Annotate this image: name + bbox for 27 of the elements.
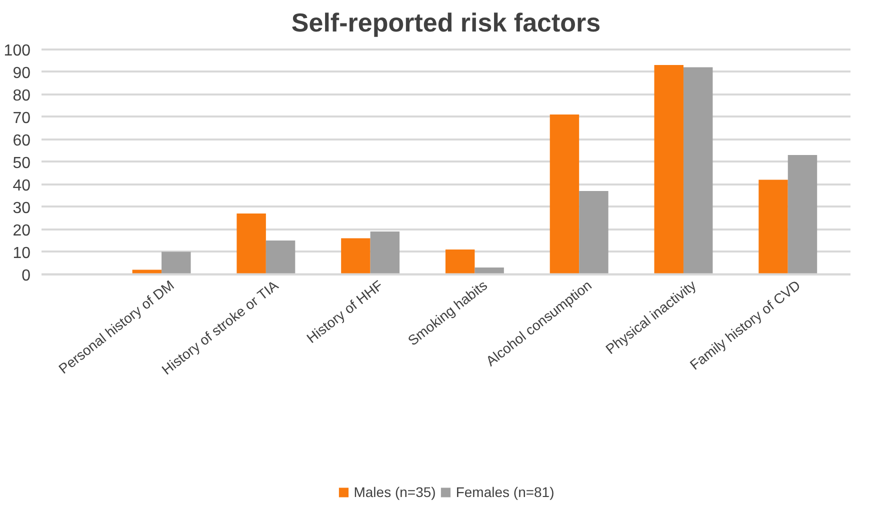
- bar: [370, 232, 400, 274]
- y-tick-label: 40: [12, 177, 31, 194]
- y-tick-label: 80: [12, 87, 31, 104]
- y-tick-label: 60: [12, 132, 31, 150]
- y-tick-label: 30: [12, 200, 31, 217]
- y-tick-label: 50: [12, 154, 31, 172]
- bar: [683, 67, 713, 274]
- y-tick-label: 0: [22, 267, 31, 284]
- y-tick-label: 10: [12, 244, 31, 262]
- bar: [788, 155, 818, 274]
- chart-title: Self-reported risk factors: [291, 8, 601, 38]
- bar: [758, 180, 788, 274]
- bar: [550, 114, 580, 274]
- bar: [266, 240, 296, 274]
- bar: [236, 214, 266, 274]
- bar: [162, 252, 191, 274]
- bar: [445, 250, 475, 274]
- bar: [579, 191, 608, 274]
- legend-label: Males (n=35): [354, 484, 436, 500]
- bar: [474, 268, 504, 274]
- y-tick-label: 90: [12, 64, 31, 82]
- legend-label: Females (n=81): [456, 484, 554, 500]
- bar: [654, 65, 684, 274]
- bar: [341, 238, 370, 274]
- y-tick-label: 100: [4, 42, 31, 60]
- y-tick-label: 70: [12, 110, 31, 127]
- y-tick-label: 20: [12, 222, 31, 240]
